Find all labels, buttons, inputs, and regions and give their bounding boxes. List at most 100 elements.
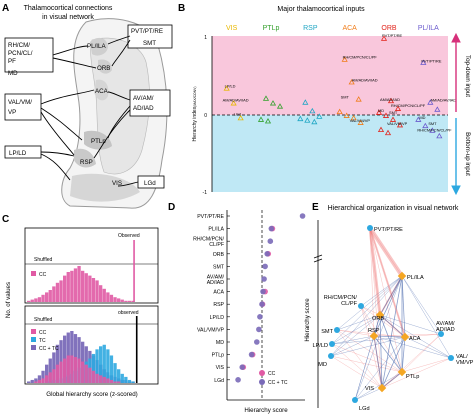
legend-tc: TC — [39, 338, 46, 344]
hist-bar — [117, 369, 121, 383]
ylabel-b: Hierarchy index(MAX/CONV) — [192, 86, 198, 141]
network-edge — [354, 336, 406, 401]
node-label: PL/ILA — [407, 275, 424, 281]
node-label: ORB — [372, 316, 384, 322]
hist-bar — [120, 373, 124, 383]
ytick-b-0: 0 — [204, 113, 207, 119]
network-edge — [373, 333, 442, 337]
category-label: PL/ILA — [208, 227, 224, 233]
data-point — [304, 117, 311, 123]
data-point — [382, 112, 390, 118]
hist-bar — [99, 346, 103, 383]
label-pvt: PVT/PT/RE — [131, 28, 163, 35]
data-point — [350, 114, 357, 121]
group-header: VIS — [226, 25, 238, 32]
data-point — [355, 96, 362, 102]
network-edge — [373, 335, 403, 373]
hist-bar — [70, 355, 74, 383]
legend-dot-cc — [259, 370, 265, 376]
data-point — [230, 100, 237, 106]
panel-e-letter: E — [312, 202, 319, 213]
hist-bar — [131, 300, 135, 302]
hist-bar — [66, 355, 70, 383]
hist-bar — [127, 300, 132, 302]
panel-b-title: Major thalamocortical inputs — [277, 6, 365, 13]
network-node-thalamus — [328, 353, 334, 359]
hist-bar — [120, 299, 124, 302]
panel-a-title-1: Thalamocortical connections — [24, 5, 113, 12]
data-point — [260, 288, 266, 295]
network-edge — [336, 329, 383, 389]
hist-bar — [106, 378, 110, 383]
network-edge-strong — [368, 227, 382, 316]
network-edge — [360, 305, 383, 389]
point-label: VAL/VM/VP — [350, 118, 371, 123]
data-point — [302, 99, 309, 105]
data-point — [264, 251, 271, 257]
top-band — [212, 36, 448, 115]
data-point — [348, 79, 355, 85]
network-edge — [331, 336, 406, 345]
hist-bar — [109, 355, 114, 383]
network-edge — [331, 314, 381, 345]
category-label: VIS — [216, 365, 225, 371]
hist-bar — [127, 379, 132, 383]
network-node-thalamus — [329, 341, 335, 347]
node-label: LP/LD — [312, 343, 328, 349]
network-edge — [369, 227, 403, 373]
region-rsp — [74, 148, 96, 168]
region-aca — [94, 79, 109, 101]
area-ptlp: PTLp — [91, 138, 106, 145]
data-point — [341, 56, 348, 62]
hist-bar — [117, 298, 121, 302]
point-label: VAL/VM/VP — [387, 121, 408, 126]
data-point — [377, 126, 385, 133]
label-rh-2: PCN/CL/ — [8, 50, 33, 57]
hist-bar — [59, 361, 63, 383]
area-orb: ORB — [97, 65, 110, 72]
group-header: PTLp — [263, 25, 280, 32]
data-point — [415, 116, 422, 122]
hist-bar — [73, 268, 78, 302]
hist-bar — [66, 272, 70, 302]
network-node-cortex — [377, 383, 387, 393]
hist-bar — [88, 275, 92, 302]
hist-bar — [91, 353, 96, 383]
group-header: RSP — [303, 25, 318, 32]
hist-bar — [48, 290, 52, 302]
hist-bar — [45, 292, 49, 302]
network-edge — [331, 343, 403, 373]
network-edge — [373, 335, 383, 389]
node-label: AV/AM/AD/IAD — [436, 321, 455, 333]
xlabel-d: Hierarchy score — [244, 407, 288, 414]
data-point — [257, 314, 263, 320]
region-orb — [98, 59, 112, 74]
panel-c: C No. of values Shuffled Observed Shuffl… — [2, 214, 159, 398]
box-av — [129, 89, 171, 117]
node-label: SMT — [321, 329, 333, 335]
network-edge — [401, 336, 406, 373]
hist-bar — [63, 275, 67, 302]
network-edge-strong — [368, 226, 404, 278]
data-point — [269, 100, 277, 106]
point-label: AM/AD/AV/IAD — [223, 98, 249, 103]
network-edge — [336, 329, 375, 337]
legend-cc: CC — [39, 330, 47, 336]
network-edge — [401, 275, 406, 338]
network-edge — [401, 333, 442, 373]
data-point — [427, 99, 434, 105]
legend-cctc-d: CC + TC — [268, 380, 288, 386]
data-point — [420, 59, 427, 65]
panel-d-letter: D — [168, 202, 175, 213]
bottom-up-label: Bottom-up input — [464, 132, 471, 176]
data-point — [257, 116, 265, 122]
hist-bar — [84, 364, 88, 383]
network-edge — [373, 335, 406, 338]
network-edge — [379, 275, 403, 316]
area-plila: PL/ILA — [87, 43, 106, 50]
chart-points — [223, 35, 443, 139]
network-edge — [404, 333, 442, 338]
network-edge — [381, 371, 403, 389]
ylabel-e: Hierarchy score — [304, 298, 311, 342]
